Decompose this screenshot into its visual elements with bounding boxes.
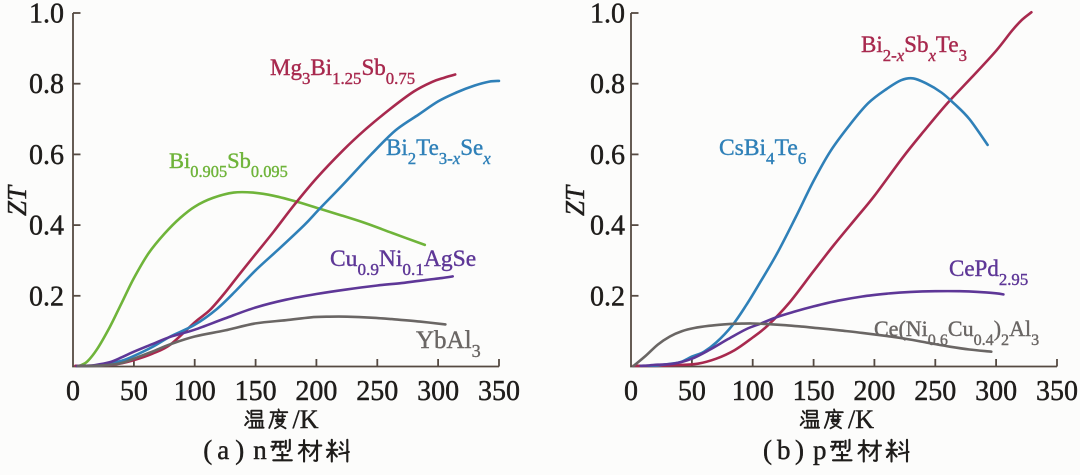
svg-text:): ) bbox=[795, 435, 804, 465]
svg-text:/K: /K bbox=[293, 405, 319, 434]
svg-text:0.4: 0.4 bbox=[590, 211, 625, 242]
svg-text:n: n bbox=[253, 435, 267, 465]
svg-text:1.0: 1.0 bbox=[590, 0, 625, 30]
svg-text:50: 50 bbox=[120, 376, 148, 407]
svg-text:0.2: 0.2 bbox=[590, 281, 625, 312]
svg-text:100: 100 bbox=[174, 376, 216, 407]
svg-text:100: 100 bbox=[732, 376, 774, 407]
svg-text:Ce(Ni0.6​Cu0.4​)2​Al3​: Ce(Ni0.6​Cu0.4​)2​Al3​ bbox=[874, 316, 1039, 349]
svg-text:): ) bbox=[235, 435, 244, 465]
svg-text:Bi2-​x​Sbx​Te3​: Bi2-​x​Sbx​Te3​ bbox=[861, 32, 967, 65]
svg-text:CePd2.95​: CePd2.95​ bbox=[949, 256, 1028, 289]
svg-text:0.2: 0.2 bbox=[29, 281, 64, 312]
svg-text:0.4: 0.4 bbox=[29, 211, 64, 242]
svg-text:CsBi4​Te6​: CsBi4​Te6​ bbox=[719, 135, 807, 168]
svg-text:0.8: 0.8 bbox=[29, 69, 64, 100]
svg-text:Mg3​Bi1.25​Sb0.75​: Mg3​Bi1.25​Sb0.75​ bbox=[270, 55, 415, 88]
svg-text:150: 150 bbox=[235, 376, 277, 407]
svg-text:Bi2​Te3-​x​Sex​: Bi2​Te3-​x​Sex​ bbox=[386, 135, 491, 168]
svg-text:YbAl3​: YbAl3​ bbox=[416, 327, 481, 361]
svg-text:(: ( bbox=[763, 435, 772, 465]
svg-text:350: 350 bbox=[1036, 376, 1078, 407]
svg-text:0.6: 0.6 bbox=[590, 140, 625, 171]
svg-text:0.8: 0.8 bbox=[590, 69, 625, 100]
svg-text:1.0: 1.0 bbox=[29, 0, 64, 30]
svg-text:350: 350 bbox=[478, 376, 520, 407]
svg-text:Bi0.905​Sb0.095​: Bi0.905​Sb0.095​ bbox=[169, 148, 288, 181]
svg-text:/K: /K bbox=[848, 405, 874, 434]
svg-text:(: ( bbox=[203, 435, 212, 465]
svg-text:a: a bbox=[217, 435, 229, 465]
svg-text:300: 300 bbox=[975, 376, 1017, 407]
svg-text:ZT: ZT bbox=[560, 184, 590, 216]
svg-text:p: p bbox=[813, 435, 827, 465]
svg-text:Cu0.9​Ni0.1​AgSe: Cu0.9​Ni0.1​AgSe bbox=[330, 246, 476, 279]
svg-text:200: 200 bbox=[295, 376, 337, 407]
svg-text:200: 200 bbox=[853, 376, 895, 407]
svg-text:0.6: 0.6 bbox=[29, 140, 64, 171]
svg-text:50: 50 bbox=[678, 376, 706, 407]
svg-text:b: b bbox=[777, 435, 791, 465]
svg-text:300: 300 bbox=[417, 376, 459, 407]
svg-text:250: 250 bbox=[914, 376, 956, 407]
svg-text:150: 150 bbox=[793, 376, 835, 407]
svg-text:250: 250 bbox=[356, 376, 398, 407]
svg-text:0: 0 bbox=[624, 376, 638, 407]
svg-text:0: 0 bbox=[66, 376, 80, 407]
svg-text:ZT: ZT bbox=[2, 184, 32, 216]
